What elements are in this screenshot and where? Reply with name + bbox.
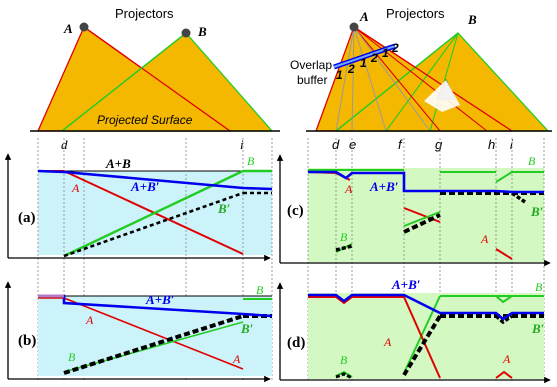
projector-a-lens-right	[349, 22, 359, 32]
projector-a-label-right: A	[359, 9, 369, 24]
a-label: A	[383, 335, 392, 349]
buffer-number: 2	[370, 51, 378, 65]
buffer-number: 1	[382, 46, 389, 60]
panel-c: (c) A+B′ A A B B B′	[276, 138, 551, 380]
tick-label-d-right: d	[332, 137, 340, 152]
projector-a-label: A	[63, 21, 73, 36]
left-projector-diagram: Projectors A B Projected Surface d i	[30, 6, 280, 152]
panel-a: (a) A+B A+B′ A B B′	[4, 138, 273, 380]
a-label: A	[344, 182, 353, 196]
a-label: A	[232, 352, 241, 366]
b-prime-label: B′	[531, 321, 545, 336]
occluder-shadow	[424, 80, 460, 112]
projectors-title: Projectors	[115, 6, 174, 21]
buffer-rays	[335, 26, 431, 132]
projector-b-label-right: B	[467, 12, 477, 27]
tick-label-e: e	[349, 137, 356, 152]
projector-a-lens	[79, 22, 89, 32]
tick-label-h: h	[488, 137, 495, 152]
panel-b: (b) A+B′ A A B B B′	[4, 281, 273, 383]
buffer-number: 2	[347, 62, 355, 76]
a-label: A	[85, 313, 94, 327]
projector-b-label: B	[197, 24, 207, 39]
overlap-buffer-label-1: Overlap	[290, 58, 332, 72]
b-label: B	[247, 154, 255, 168]
projectors-title-right: Projectors	[386, 6, 445, 21]
panel-tag: (a)	[18, 210, 36, 226]
b-label: B	[528, 154, 536, 168]
sum-prime-label: A+B′	[130, 179, 160, 194]
projected-surface-label: Projected Surface	[97, 113, 193, 127]
buffer-numbers: 1 2 1 2 1 2	[336, 41, 399, 82]
a-label: A	[71, 181, 80, 195]
panel-tag: (c)	[287, 203, 304, 219]
sum-prime-label: A+B′	[145, 292, 175, 307]
b-prime-label: B′	[530, 204, 544, 219]
sum-label: A+B	[105, 156, 131, 171]
tick-label-g: g	[435, 137, 443, 152]
a-label: A	[502, 352, 511, 366]
projector-b-lens	[181, 28, 191, 38]
b-label: B	[256, 283, 264, 297]
right-projector-diagram: Projectors A B Overlap buffer 1 2 1 2 1 …	[290, 6, 552, 152]
sum-prime-label: A+B′	[369, 179, 399, 194]
tick-label-i: i	[240, 137, 244, 152]
b-label: B	[68, 350, 76, 364]
panel-tag: (b)	[18, 333, 36, 349]
a-label: A	[480, 232, 489, 246]
panel-d: (d) A+B′ A A B B B′	[276, 277, 551, 384]
panel-tag: (d)	[287, 335, 305, 351]
b-prime-label: B′	[217, 201, 231, 216]
tick-label-f: f	[398, 137, 403, 152]
buffer-number: 2	[391, 41, 399, 55]
tick-label-d: d	[61, 137, 68, 152]
sum-prime-label: A+B′	[391, 277, 421, 292]
b-label: B	[340, 230, 348, 244]
buffer-number: 1	[336, 68, 343, 82]
tick-label-i-right: i	[510, 137, 514, 152]
b-label: B	[340, 353, 348, 367]
b-label: B	[535, 280, 543, 294]
buffer-number: 1	[360, 56, 367, 70]
overlap-buffer-label-2: buffer	[297, 73, 327, 87]
b-prime-label: B′	[240, 321, 254, 336]
